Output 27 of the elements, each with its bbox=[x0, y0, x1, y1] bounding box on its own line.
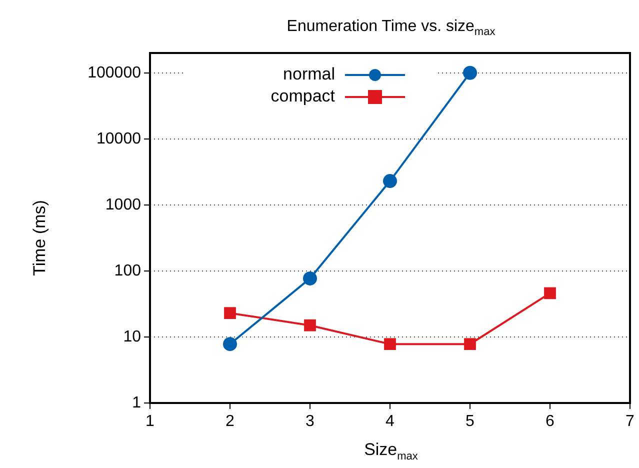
y-tick-label: 100000 bbox=[88, 64, 142, 82]
point bbox=[463, 66, 477, 80]
x-tick-label: 6 bbox=[546, 413, 555, 430]
point bbox=[384, 338, 396, 350]
point bbox=[464, 338, 476, 350]
legend-label: normal bbox=[283, 64, 335, 84]
point bbox=[223, 337, 237, 352]
chart-title: Enumeration Time vs. size$_{max}$ bbox=[286, 18, 496, 38]
y-tick-label: 1 bbox=[132, 394, 142, 412]
y-tick-label: 1000 bbox=[105, 196, 142, 214]
point bbox=[224, 307, 236, 320]
x-tick-label: 3 bbox=[306, 413, 315, 430]
y-tick-label: 10 bbox=[123, 328, 142, 346]
legend-label: compact bbox=[270, 86, 336, 106]
point bbox=[304, 319, 316, 332]
point bbox=[383, 174, 397, 188]
point bbox=[544, 287, 556, 300]
y-axis-title: Time (ms) bbox=[30, 200, 50, 276]
x-tick-label: 2 bbox=[226, 413, 235, 430]
x-tick-label: 4 bbox=[386, 413, 395, 430]
x-tick-label: 5 bbox=[466, 413, 475, 430]
point bbox=[303, 271, 317, 286]
x-axis-title: Size$_{max}$ bbox=[364, 440, 418, 462]
y-tick-label: 10000 bbox=[96, 130, 142, 148]
x-tick-label: 7 bbox=[626, 413, 635, 430]
y-tick-label: 100 bbox=[114, 262, 142, 280]
x-tick-label: 1 bbox=[146, 413, 155, 430]
